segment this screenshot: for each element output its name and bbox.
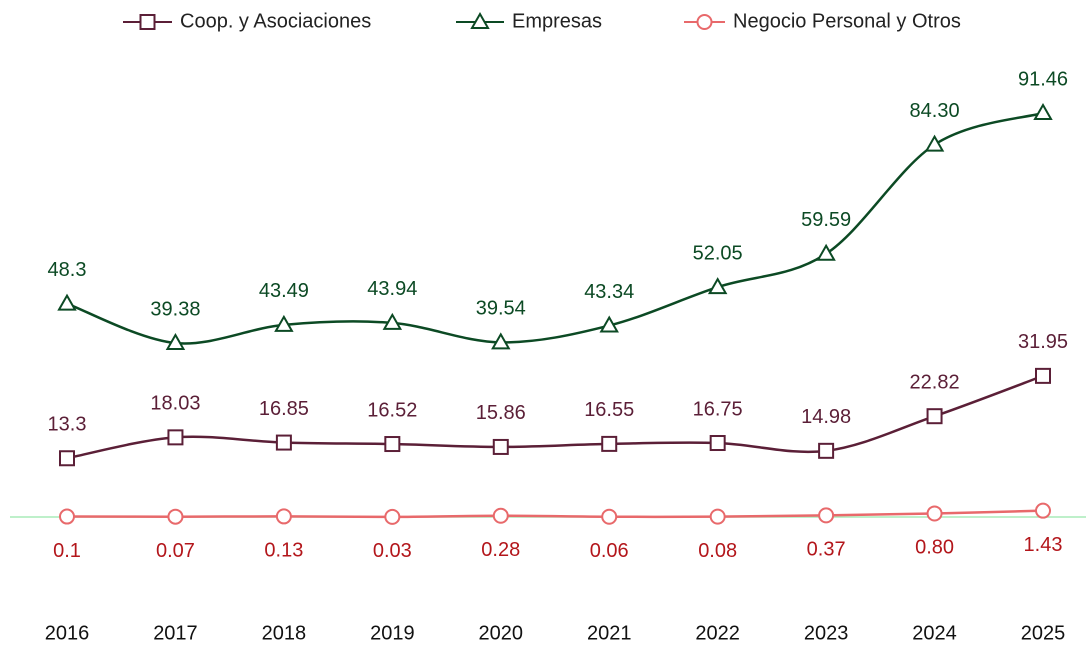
point-marker: [275, 434, 292, 451]
legend-marker: [470, 11, 490, 29]
point-marker: [275, 508, 292, 525]
point-marker: [491, 332, 511, 350]
point-marker: [601, 435, 618, 452]
legend-marker: [139, 14, 156, 30]
legend-label: Negocio Personal y Otros: [733, 10, 961, 32]
point-marker: [384, 508, 401, 525]
x-tick-label: 2024: [912, 622, 957, 644]
data-label: 43.34: [584, 281, 634, 303]
x-tick-label: 2022: [695, 622, 740, 644]
data-label: 43.94: [367, 278, 417, 300]
legend-marker: [696, 14, 713, 30]
data-label: 52.05: [693, 242, 743, 264]
data-label: 15.86: [476, 402, 526, 424]
data-label: 0.13: [264, 540, 303, 562]
point-marker: [382, 312, 403, 330]
point-marker: [816, 243, 836, 261]
data-label: 16.75: [693, 398, 743, 420]
point-marker: [707, 277, 728, 295]
point-marker: [818, 442, 835, 459]
point-marker: [59, 450, 75, 467]
x-tick-label: 2025: [1021, 622, 1066, 644]
point-marker: [167, 508, 184, 525]
point-marker: [926, 505, 943, 522]
point-marker: [1033, 102, 1053, 120]
data-label: 0.80: [915, 537, 954, 559]
point-marker: [709, 508, 726, 525]
point-marker: [57, 293, 77, 311]
point-marker: [1035, 502, 1051, 519]
data-label: 91.46: [1018, 68, 1068, 90]
x-tick-label: 2018: [262, 622, 307, 644]
data-label: 0.28: [481, 539, 520, 561]
point-marker: [924, 134, 945, 152]
data-label: 16.52: [367, 399, 417, 421]
point-marker: [926, 408, 943, 425]
point-marker: [1035, 367, 1051, 384]
point-marker: [167, 429, 184, 446]
point-marker: [818, 507, 835, 524]
legend-label: Empresas: [512, 10, 602, 32]
x-tick-label: 2017: [153, 622, 198, 644]
point-marker: [599, 315, 619, 333]
x-tick-label: 2021: [587, 622, 632, 644]
data-label: 22.82: [910, 371, 960, 393]
data-label: 18.03: [150, 393, 200, 415]
data-label: 0.08: [698, 540, 737, 562]
legend-label: Coop. y Asociaciones: [180, 10, 371, 32]
series-line: [66, 509, 1044, 519]
point-marker: [165, 333, 186, 351]
series-line: [66, 111, 1044, 345]
point-marker: [492, 507, 509, 524]
point-marker: [709, 435, 726, 452]
x-tick-label: 2020: [479, 622, 524, 644]
point-marker: [384, 436, 401, 453]
data-label: 14.98: [801, 406, 851, 428]
x-tick-label: 2023: [804, 622, 849, 644]
point-marker: [274, 314, 294, 332]
data-label: 0.07: [156, 540, 195, 562]
data-label: 0.1: [53, 540, 81, 562]
data-label: 0.03: [373, 540, 412, 562]
data-label: 59.59: [801, 209, 851, 231]
point-marker: [59, 508, 75, 525]
point-marker: [492, 438, 509, 455]
x-tick-label: 2019: [370, 622, 415, 644]
x-tick-label: 2016: [45, 622, 90, 644]
data-label: 48.3: [48, 259, 87, 281]
data-label: 1.43: [1024, 534, 1063, 556]
data-label: 31.95: [1018, 331, 1068, 353]
data-label: 16.85: [259, 398, 309, 420]
data-label: 39.38: [150, 298, 200, 320]
data-label: 43.49: [259, 280, 309, 302]
point-marker: [601, 508, 618, 525]
data-label: 84.30: [910, 100, 960, 122]
data-label: 13.3: [48, 414, 87, 436]
data-label: 16.55: [584, 399, 634, 421]
series-line: [66, 374, 1044, 460]
data-label: 39.54: [476, 298, 526, 320]
data-label: 0.37: [807, 539, 846, 561]
data-label: 0.06: [590, 540, 629, 562]
